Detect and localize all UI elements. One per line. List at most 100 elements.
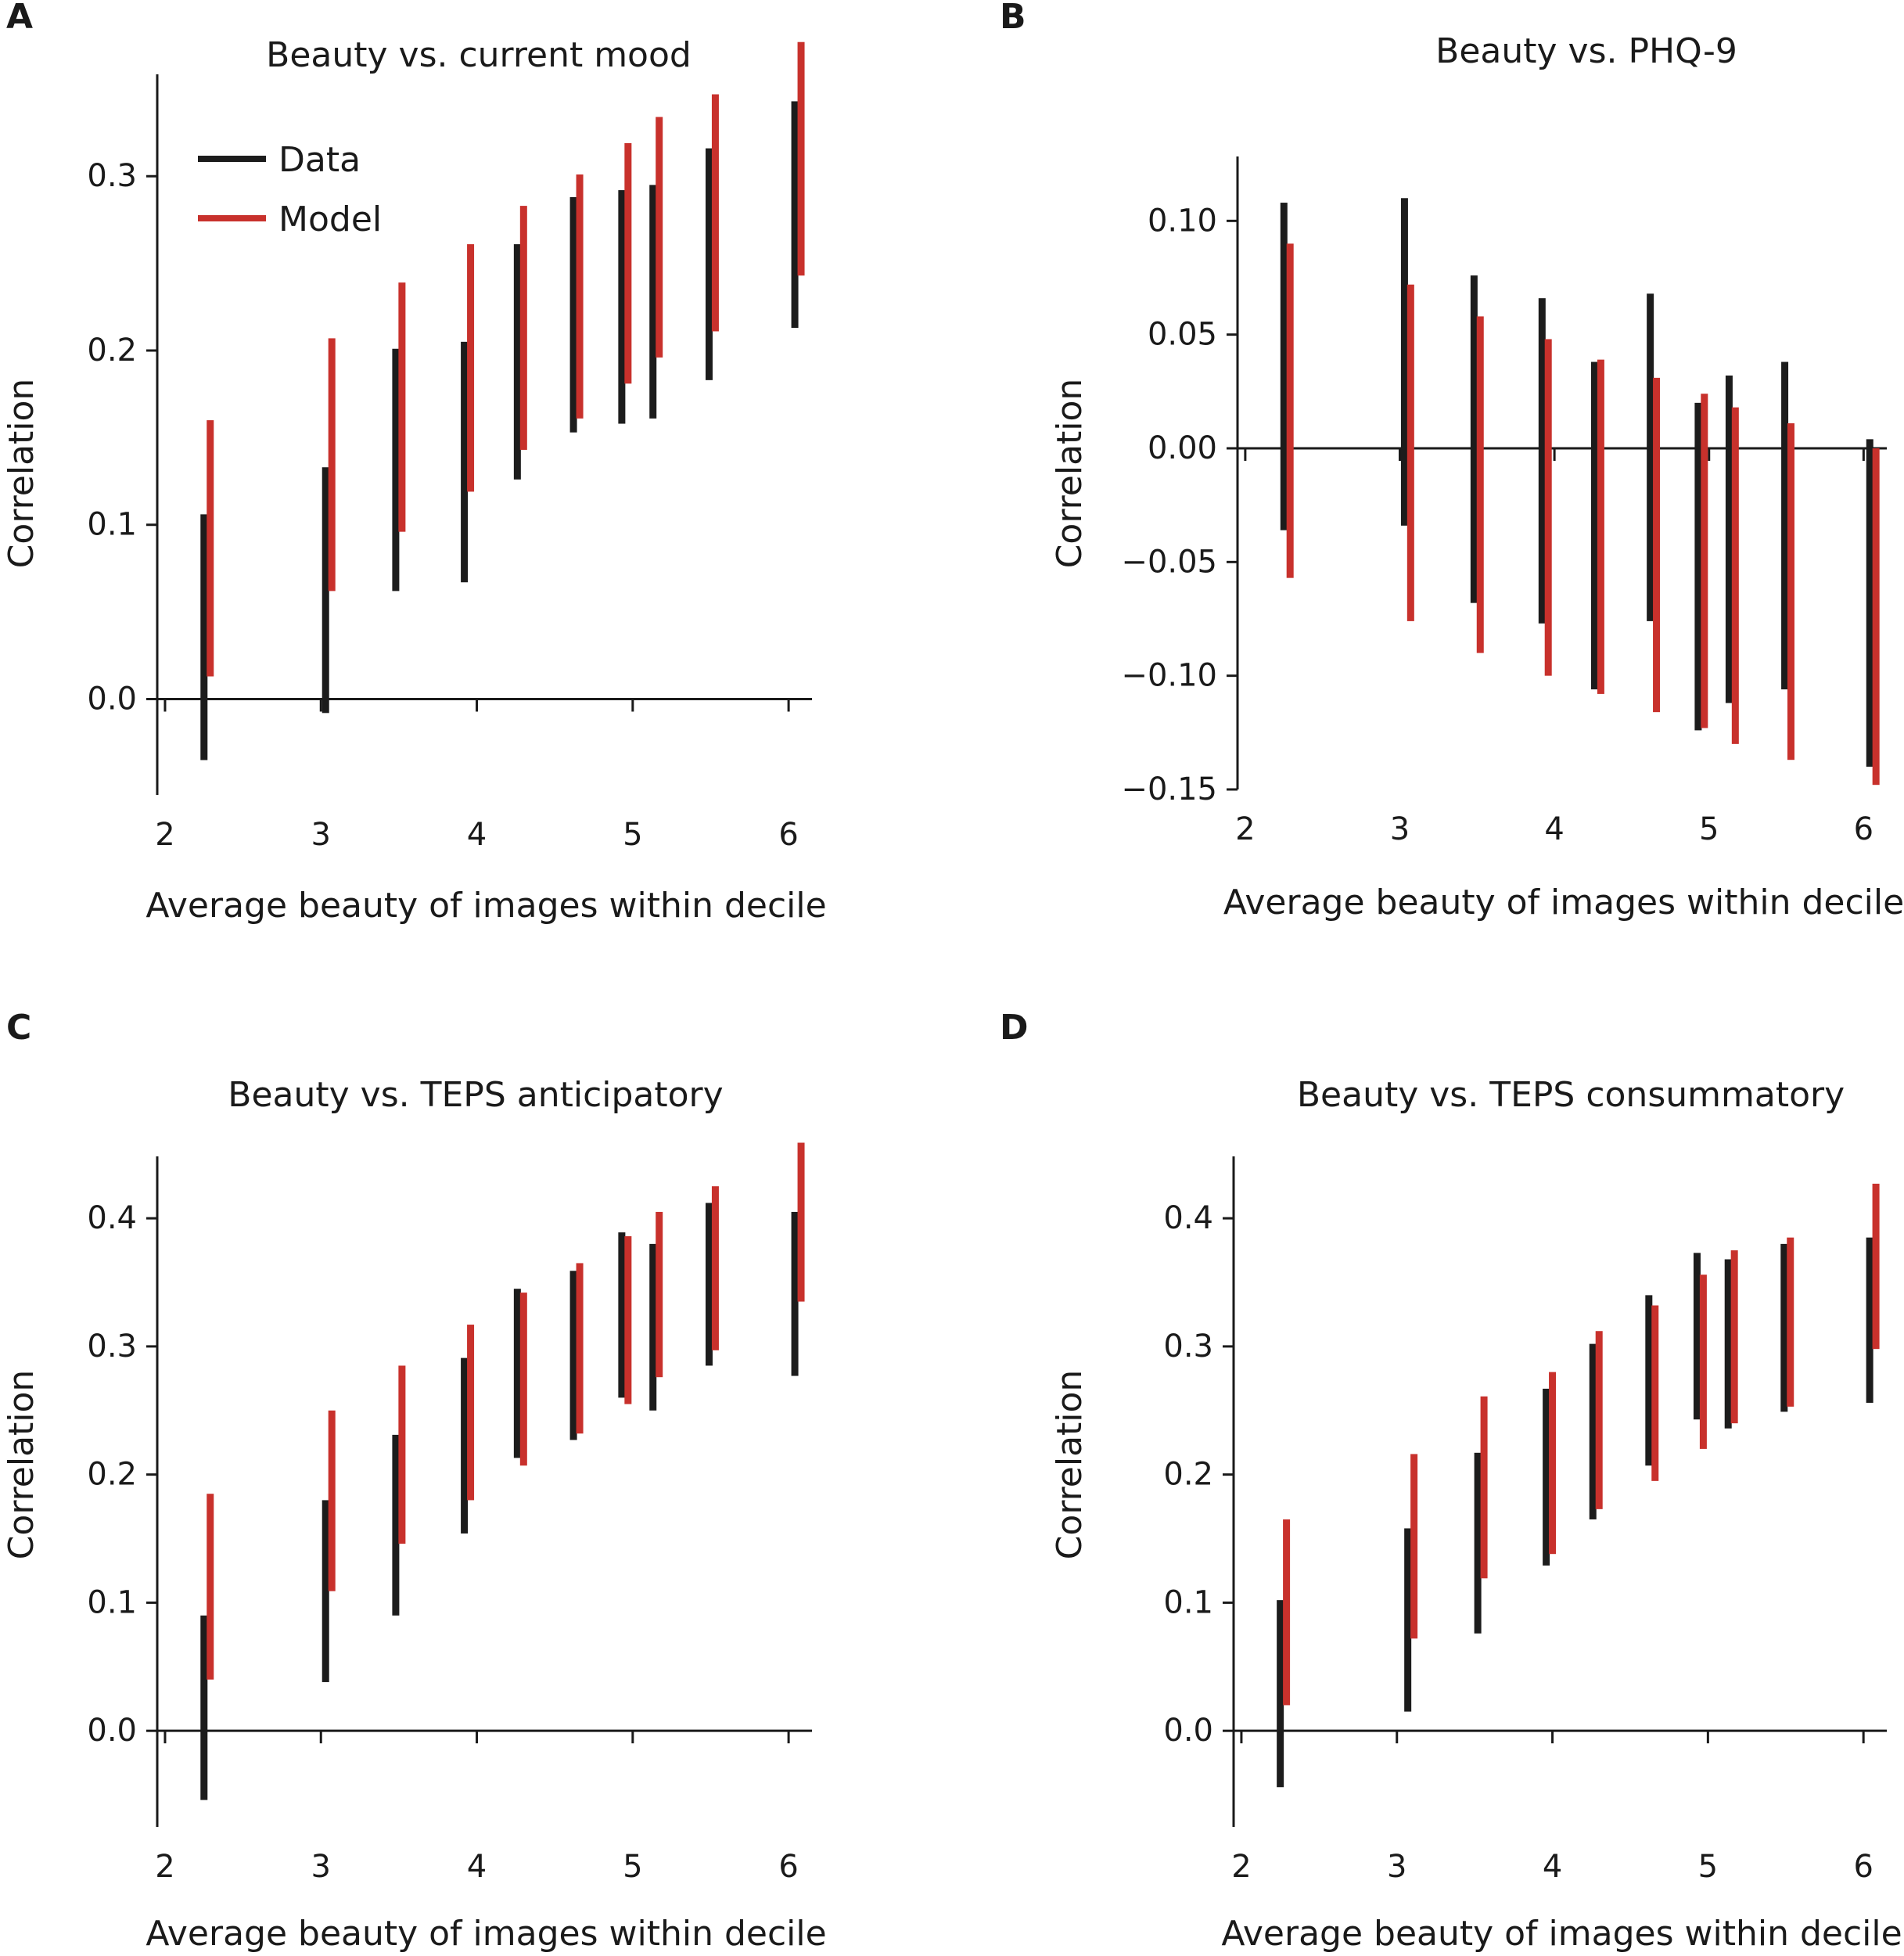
y-tick-label: 0.4 (87, 1200, 137, 1236)
model-interval-bar (207, 420, 214, 677)
data-interval-bar (322, 1500, 329, 1682)
data-interval-bar (791, 1211, 799, 1376)
x-tick-label: 5 (623, 817, 642, 853)
data-interval-bar (200, 514, 208, 760)
chart-title: Beauty vs. TEPS anticipatory (228, 1075, 723, 1115)
data-interval-bar (1589, 1343, 1597, 1519)
model-interval-bar (1701, 394, 1708, 728)
x-tick-label: 2 (155, 1849, 174, 1885)
legend-label-data: Data (278, 140, 361, 180)
model-interval-bar (1651, 1305, 1659, 1481)
panel-b: B Beauty vs. PHQ-9 −0.15 −0.10 −0.05 0.00 0.05… (1000, 0, 1904, 922)
model-interval-bar (1476, 316, 1484, 653)
y-tick-label: 0.3 (87, 1329, 137, 1365)
model-interval-bar (1653, 377, 1661, 713)
data-interval-bar (392, 348, 400, 591)
data-interval-bar (1866, 439, 1873, 767)
y-tick-label: 0.10 (1148, 203, 1217, 239)
model-interval-bar (797, 41, 805, 276)
x-tick-label: 6 (1854, 811, 1873, 847)
data-interval-bar (1647, 293, 1654, 621)
model-interval-bar (1544, 339, 1552, 676)
data-interval-bar (569, 196, 577, 433)
y-tick-label: 0.1 (1163, 1584, 1213, 1620)
data-interval-bar (1693, 1253, 1701, 1420)
data-interval-bar (1470, 275, 1478, 603)
model-interval-bar (1787, 423, 1794, 760)
x-tick-label: 4 (1543, 1849, 1562, 1885)
model-interval-bar (328, 1410, 336, 1591)
data-interval-bar (1591, 361, 1598, 690)
data-interval-bar (322, 467, 329, 714)
y-tick-label: 0.1 (87, 1584, 137, 1620)
x-tick-label: 4 (467, 817, 487, 853)
model-interval-bar (519, 1293, 527, 1466)
data-interval-bar (705, 148, 713, 380)
model-interval-bar (1872, 1183, 1880, 1350)
data-interval-bar (200, 1615, 208, 1800)
model-interval-bar (576, 174, 584, 419)
model-interval-bar (1283, 1519, 1291, 1706)
x-tick-label: 5 (1699, 811, 1719, 847)
data-interval-bar (1780, 1243, 1788, 1412)
x-axis-label: Average beauty of images within decile (1223, 883, 1904, 922)
x-tick-label: 3 (1387, 1849, 1406, 1885)
y-tick-label: 0.05 (1148, 317, 1217, 353)
y-tick-label: 0.2 (87, 1457, 137, 1493)
y-tick-label: 0.4 (1163, 1200, 1213, 1236)
model-interval-bar (797, 1142, 805, 1302)
y-axis-label: Correlation (2, 1370, 41, 1560)
x-tick-label: 5 (1698, 1849, 1718, 1885)
model-interval-bar (1549, 1372, 1557, 1555)
model-interval-bar (1787, 1237, 1794, 1407)
data-interval-bar (1538, 298, 1546, 624)
x-tick-label: 4 (467, 1849, 487, 1885)
data-interval-bar (1277, 1600, 1284, 1788)
data-interval-bar (1280, 203, 1288, 530)
model-interval-bar (656, 117, 663, 358)
y-tick-label: 0.00 (1148, 430, 1217, 466)
y-tick-label: 0.3 (1163, 1329, 1213, 1365)
panel-a: A Beauty vs. current mood 0.0 0.1 0.2 0.3 2 3 4 5… (2, 0, 827, 926)
data-interval-bar (461, 1357, 469, 1534)
data-interval-bar (392, 1434, 400, 1616)
model-interval-bar (1730, 1250, 1738, 1424)
model-interval-bar (1731, 407, 1739, 744)
x-tick-label: 3 (311, 1849, 331, 1885)
y-tick-label: 0.0 (87, 1713, 137, 1749)
model-interval-bar (624, 142, 632, 384)
x-tick-label: 5 (623, 1849, 642, 1885)
x-tick-label: 2 (155, 817, 174, 853)
y-axis-label: Correlation (2, 379, 41, 569)
legend-label-model: Model (278, 200, 382, 239)
chart-title: Beauty vs. PHQ-9 (1435, 31, 1737, 71)
data-interval-bar (1694, 402, 1702, 731)
x-axis-label: Average beauty of images within decile (145, 1914, 826, 1954)
y-axis-label: Correlation (1050, 379, 1090, 569)
model-interval-bar (1410, 1454, 1418, 1639)
model-interval-bar (711, 94, 719, 332)
model-interval-bar (328, 338, 336, 591)
panel-d: D Beauty vs. TEPS consummatory 0.0 0.1 0.2 0.… (1000, 1008, 1902, 1954)
data-interval-bar (1543, 1388, 1550, 1566)
y-tick-label: 0.2 (1163, 1457, 1213, 1493)
data-interval-bar (618, 1232, 626, 1398)
legend: Data Model (198, 140, 382, 239)
y-tick-label: −0.10 (1121, 658, 1217, 694)
model-interval-bar (467, 244, 475, 492)
model-interval-bar (576, 1263, 584, 1434)
model-interval-bar (519, 206, 527, 450)
panel-letter: D (1000, 1008, 1029, 1048)
panel-letter: B (1000, 0, 1026, 37)
data-interval-bar (1725, 375, 1733, 703)
data-interval-bar (1474, 1452, 1482, 1634)
data-interval-bar (1724, 1259, 1732, 1429)
data-interval-bar (649, 1243, 657, 1411)
model-interval-bar (398, 1365, 406, 1544)
x-tick-label: 6 (1853, 1849, 1873, 1885)
x-tick-label: 6 (778, 817, 798, 853)
data-interval-bar (649, 185, 657, 419)
model-interval-bar (1406, 284, 1414, 621)
model-interval-bar (711, 1186, 719, 1350)
